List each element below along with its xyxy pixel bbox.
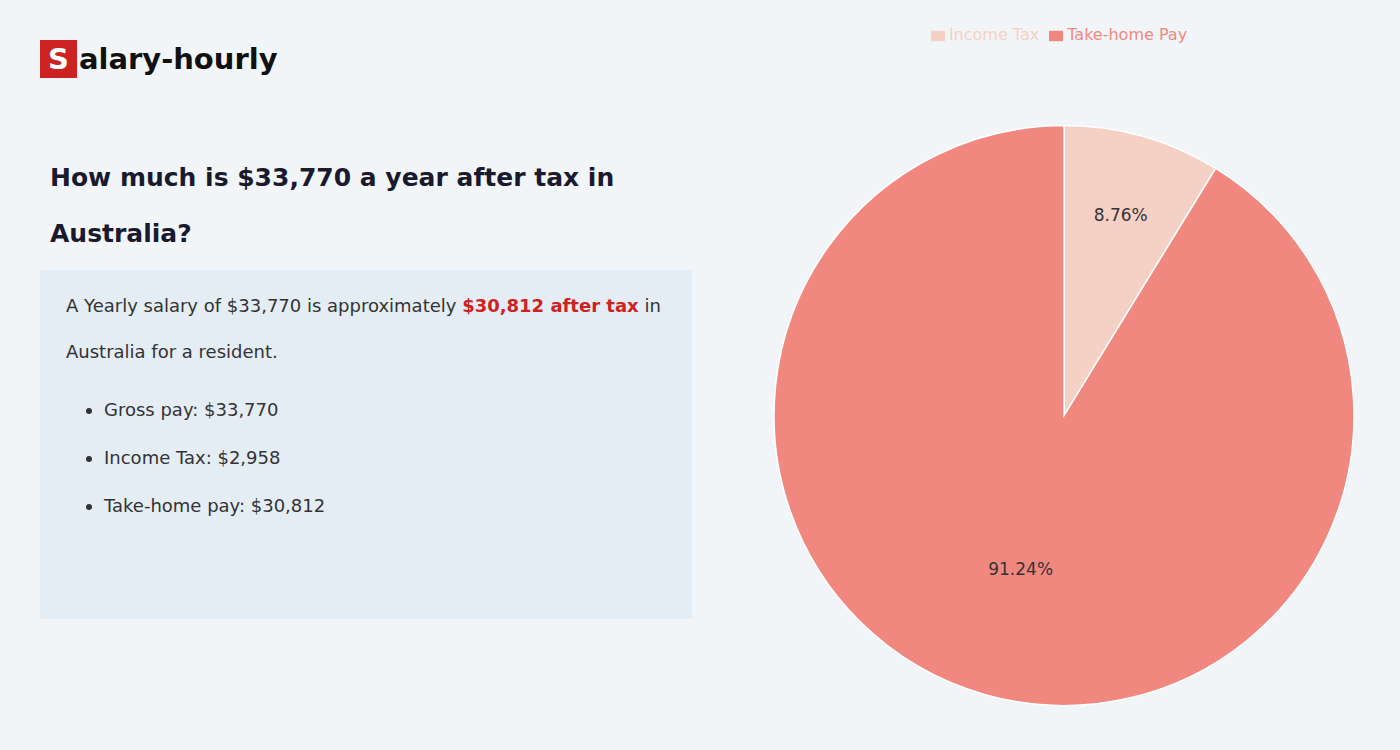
html-text:How much is $33,770 a year aft: How much is $33,770 a year after tax in …	[50, 163, 615, 248]
html-text:Take-home pay: $30,812: Take-home pay: $30,812	[104, 495, 326, 516]
html-text:Australia for a resident.: Australia for a resident.	[66, 341, 278, 362]
html-text:Gross pay: $33,770: Gross pay: $33,770	[104, 399, 279, 420]
svg-text:91.24%: 91.24%	[988, 559, 1053, 579]
html-text:Income Tax: $2,958: Income Tax: $2,958	[104, 447, 281, 468]
svg-text:8.76%: 8.76%	[1094, 205, 1148, 225]
html-text:A Yearly salary of $33,770 is: A Yearly salary of $33,770 is approximat…	[66, 295, 661, 316]
html-text:Income Tax: Income Tax	[948, 25, 1040, 44]
html-text:S alary-hourly: S alary-hourly	[48, 42, 278, 76]
html-text:Take-home Pay: Take-home Pay	[1067, 25, 1188, 44]
